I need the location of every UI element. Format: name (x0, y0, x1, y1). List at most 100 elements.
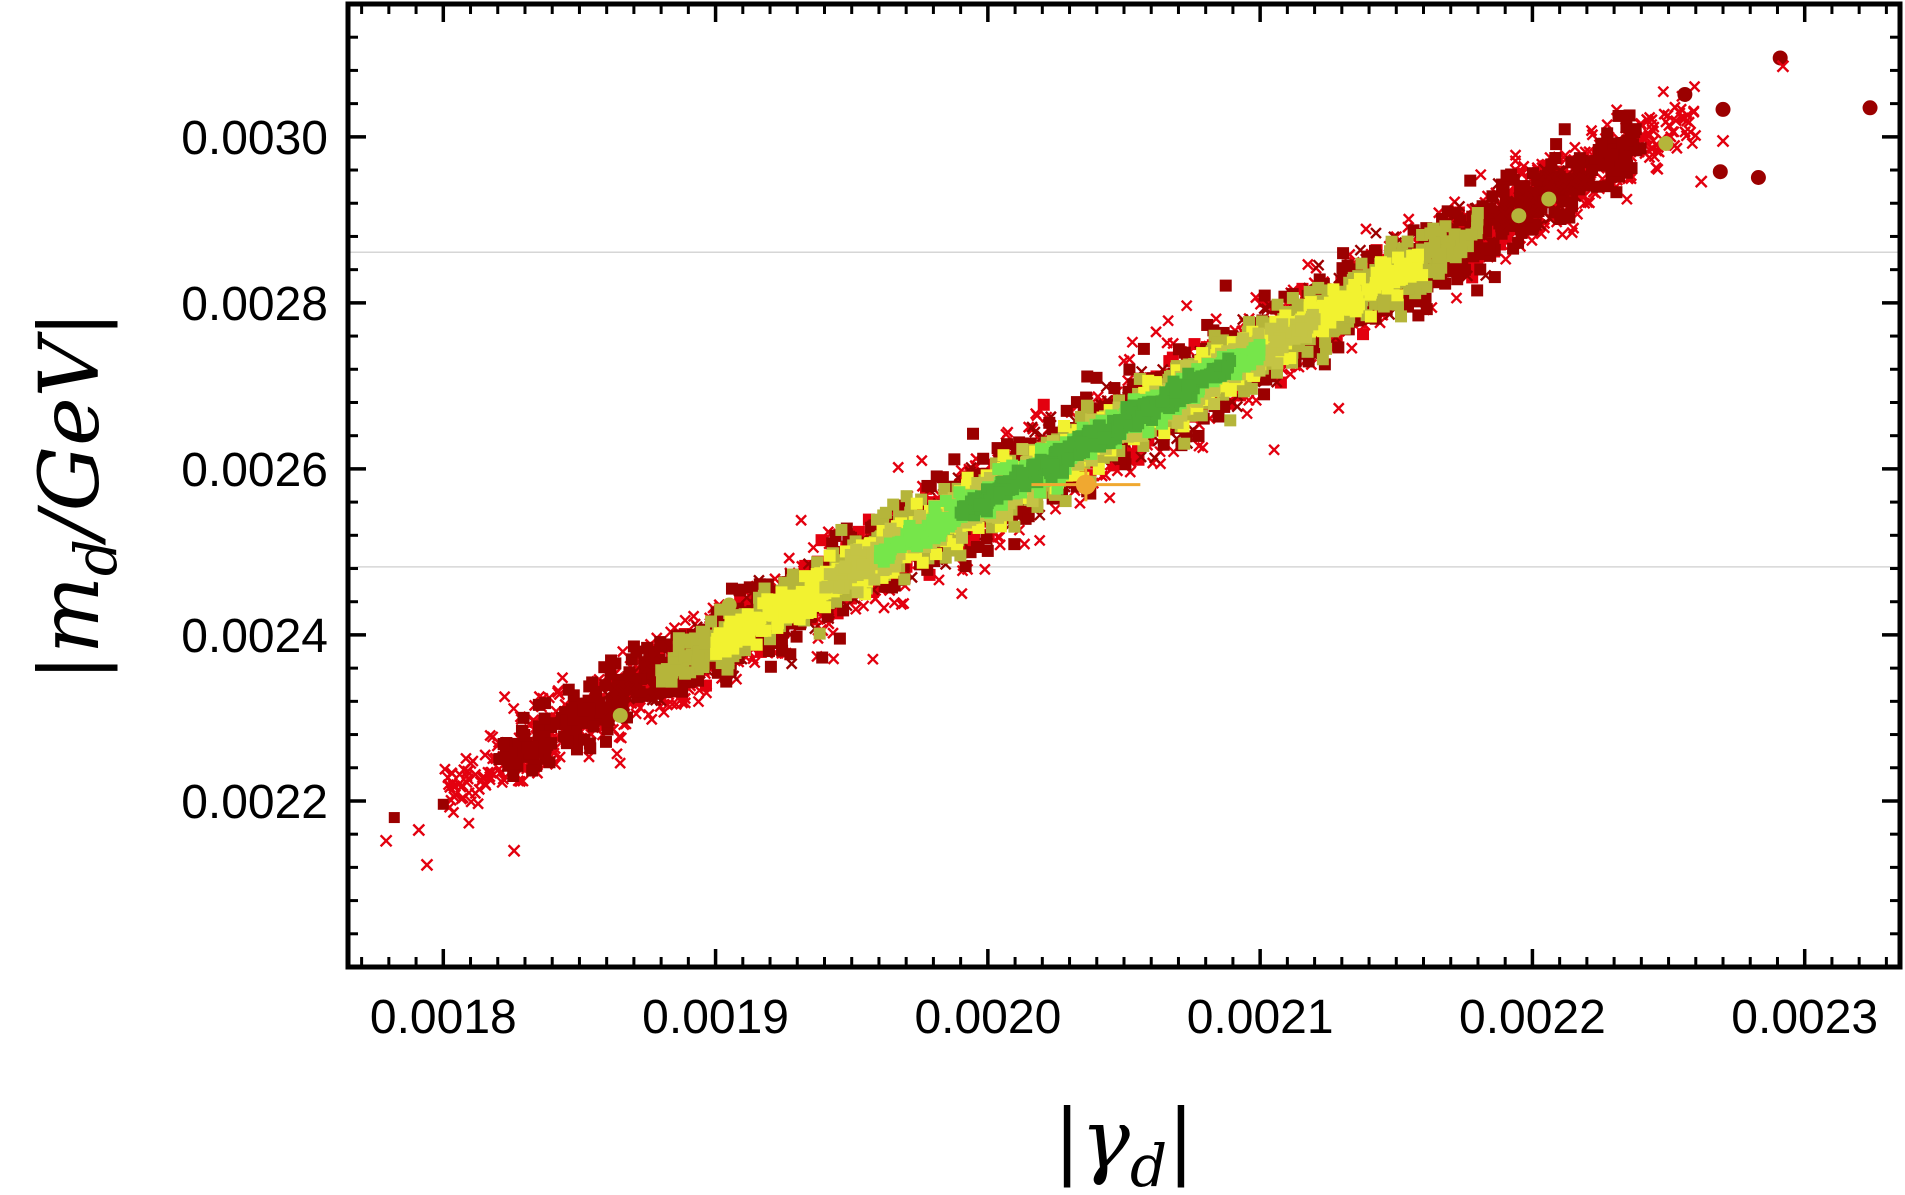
data-point (1505, 195, 1518, 208)
data-point (654, 640, 667, 653)
data-point (599, 735, 612, 748)
data-point (1534, 218, 1547, 231)
data-point (601, 715, 614, 728)
data-point (547, 717, 560, 730)
data-point (1037, 398, 1050, 411)
data-point (811, 556, 824, 569)
data-point (566, 703, 579, 716)
data-point (507, 702, 520, 715)
data-point (645, 713, 658, 726)
data-point (1357, 328, 1370, 341)
data-point (472, 797, 484, 810)
data-point (583, 702, 596, 715)
data-point (1402, 213, 1415, 225)
data-point (538, 712, 551, 725)
data-point (1492, 177, 1505, 190)
data-point (1550, 138, 1563, 151)
data-point (1580, 171, 1592, 184)
data-point (1391, 298, 1404, 311)
data-point (1070, 396, 1083, 409)
data-point (586, 676, 599, 689)
data-point (479, 749, 492, 761)
data-point (1555, 165, 1568, 178)
data-point (1688, 80, 1701, 93)
data-point (1420, 303, 1433, 316)
data-point (466, 755, 479, 767)
data-point (1401, 300, 1414, 313)
data-point (587, 720, 600, 733)
data-point (1492, 212, 1505, 225)
data-point (615, 732, 628, 744)
data-point (628, 666, 640, 679)
data-point (1563, 211, 1576, 224)
data-point (630, 645, 643, 658)
data-point (469, 768, 482, 781)
data-point (740, 591, 753, 604)
data-point (1333, 272, 1345, 285)
data-point (1512, 236, 1525, 249)
data-point (1360, 223, 1372, 235)
data-point (948, 453, 961, 466)
data-point (1452, 211, 1465, 224)
data-point (439, 763, 451, 776)
data-point (785, 657, 798, 670)
data-point (981, 543, 994, 556)
data-point (784, 648, 797, 661)
data-point (1569, 190, 1582, 203)
data-point (678, 667, 691, 680)
data-point (663, 642, 675, 655)
data-point (959, 560, 972, 573)
data-point (1601, 127, 1614, 140)
data-point (618, 685, 630, 698)
data-point (457, 791, 469, 804)
data-point (1033, 534, 1046, 547)
data-point (463, 817, 475, 830)
data-point (541, 738, 554, 751)
data-point (1103, 491, 1116, 504)
data-point (1670, 114, 1682, 127)
data-point (1060, 404, 1073, 417)
data-point (556, 671, 569, 684)
data-point (1218, 400, 1231, 413)
data-point (526, 745, 539, 758)
data-point (970, 540, 983, 553)
data-point (1533, 186, 1545, 198)
data-point (1354, 244, 1367, 257)
data-point (1286, 292, 1299, 305)
data-point (1488, 271, 1501, 284)
data-point (1135, 451, 1147, 463)
data-point (526, 764, 539, 777)
data-point (892, 461, 905, 474)
data-point (827, 653, 840, 665)
reference-lines (348, 251, 1900, 568)
data-point (1137, 342, 1150, 355)
data-point (1332, 402, 1345, 415)
scatter-points (379, 50, 1878, 872)
data-point (1219, 279, 1232, 292)
data-point (1661, 109, 1674, 122)
data-point (828, 537, 840, 550)
data-point (762, 645, 775, 658)
data-point (1556, 228, 1569, 241)
data-point (915, 454, 928, 467)
data-point (1100, 380, 1113, 393)
data-point (1599, 158, 1612, 171)
data-point (687, 610, 700, 623)
data-point (1567, 222, 1580, 234)
data-point (1616, 136, 1629, 149)
data-point (1558, 123, 1571, 136)
data-point (518, 729, 531, 742)
data-point (1683, 116, 1695, 129)
data-point (1224, 414, 1237, 427)
data-point (1026, 421, 1038, 434)
data-point (1074, 497, 1086, 510)
data-point (1639, 131, 1652, 144)
data-point (624, 682, 636, 694)
data-point (1451, 260, 1464, 273)
data-point (1432, 267, 1445, 280)
data-point (1178, 346, 1191, 359)
data-point (1268, 443, 1280, 456)
data-point (651, 647, 664, 659)
data-point (1474, 168, 1487, 181)
